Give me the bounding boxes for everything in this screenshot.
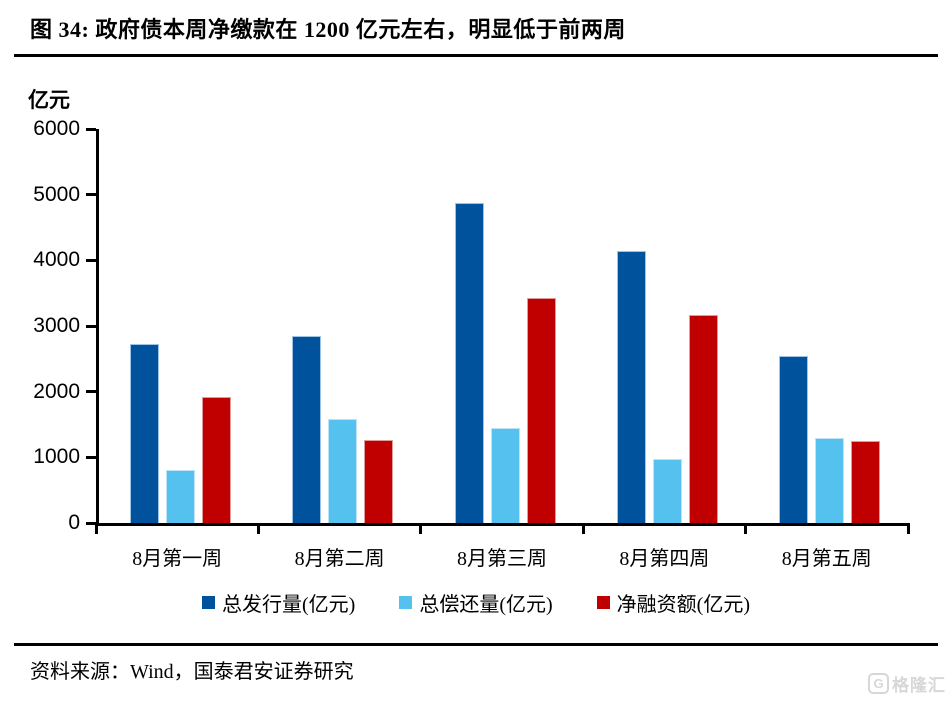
x-axis-category-label: 8月第五周 <box>781 548 872 570</box>
y-axis-tick-label: 4000 <box>33 248 80 272</box>
y-axis-tick-label: 2000 <box>33 379 80 403</box>
y-axis-line <box>96 129 99 526</box>
bar <box>292 335 322 523</box>
y-axis-tick-label: 5000 <box>33 182 80 206</box>
y-axis-tick <box>86 193 96 197</box>
bar <box>201 396 231 523</box>
legend-item: 净融资额(亿元) <box>596 588 750 617</box>
y-axis-tick-label: 1000 <box>33 445 80 469</box>
source-note: 资料来源：Wind，国泰君安证券研究 <box>30 661 354 683</box>
x-axis-category-label: 8月第三周 <box>456 548 547 570</box>
footer-divider <box>14 643 938 646</box>
bar <box>815 438 845 523</box>
bar <box>454 202 484 523</box>
y-axis-tick-label: 0 <box>68 511 80 534</box>
gelonghui-logo-text: 格隆汇 <box>892 676 946 695</box>
y-axis-tick <box>86 258 96 262</box>
gelonghui-logo-icon: G <box>868 673 889 694</box>
title-divider <box>14 54 938 57</box>
y-axis-tick <box>86 390 96 394</box>
y-axis-tick <box>86 127 96 131</box>
bar <box>526 297 556 523</box>
x-axis-category-label: 8月第二周 <box>294 548 385 570</box>
y-axis-tick <box>86 521 96 525</box>
bar <box>616 251 646 523</box>
bar <box>779 356 809 523</box>
x-axis-tick <box>94 523 98 534</box>
legend-swatch-icon <box>596 596 610 609</box>
plot-area <box>86 127 910 534</box>
x-axis-category-label: 8月第四周 <box>619 548 710 570</box>
legend-swatch-icon <box>202 596 215 609</box>
x-axis-tick <box>581 523 585 534</box>
bar <box>364 440 394 523</box>
legend-label: 净融资额(亿元) <box>616 594 750 616</box>
y-axis-tick-label: 3000 <box>33 314 80 337</box>
x-axis-tick <box>744 523 748 534</box>
figure-title: 图 34: 政府债本周净缴款在 1200 亿元左右，明显低于前两周 <box>30 17 626 42</box>
y-axis-tick <box>86 324 96 328</box>
bar <box>688 315 718 523</box>
y-axis-tick-label: 6000 <box>33 117 80 140</box>
y-axis-unit-label: 亿元 <box>28 88 70 112</box>
x-axis-tick <box>906 523 910 534</box>
x-axis-line <box>96 523 908 526</box>
legend-item: 总偿还量(亿元) <box>399 588 553 617</box>
bar <box>490 427 520 523</box>
bar <box>165 469 195 523</box>
x-axis-tick <box>419 523 423 534</box>
bar <box>851 440 881 523</box>
bar <box>129 343 159 523</box>
y-axis-tick <box>86 455 96 459</box>
x-axis-tick <box>256 523 260 534</box>
bar <box>652 458 682 523</box>
legend-swatch-icon <box>399 596 413 609</box>
x-axis-category-label: 8月第一周 <box>132 548 223 570</box>
chart-legend: 总发行量(亿元) 总偿还量(亿元) 净融资额(亿元) <box>0 588 952 617</box>
gelonghui-watermark: G 格隆汇 <box>868 671 946 696</box>
legend-item: 总发行量(亿元) <box>202 588 355 617</box>
legend-label: 总偿还量(亿元) <box>419 594 553 616</box>
bar <box>328 418 358 523</box>
legend-label: 总发行量(亿元) <box>222 594 356 616</box>
